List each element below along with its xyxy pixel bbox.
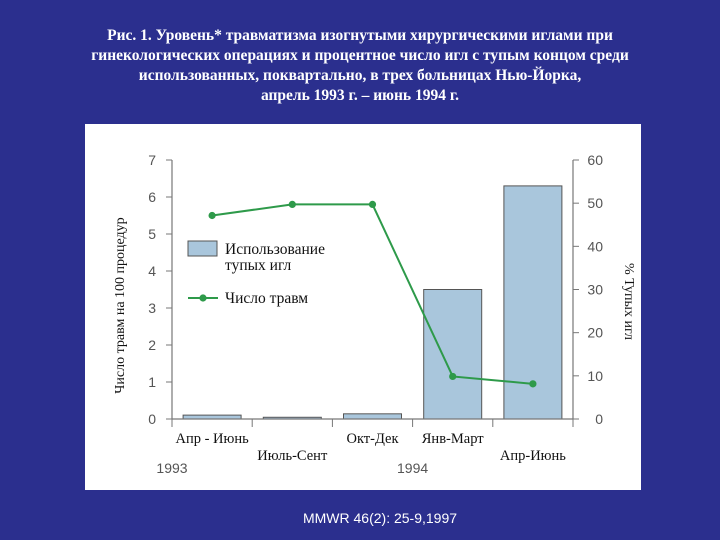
slide-title: Рис. 1. Уровень* травматизма изогнутыми … [20, 26, 700, 106]
title-line: Рис. 1. Уровень* травматизма изогнутыми … [107, 27, 613, 44]
left-tick-label: 6 [148, 189, 156, 205]
title-line: использованных, поквартально, в трех бол… [138, 67, 582, 84]
data-point [208, 211, 216, 220]
legend-bar-label: тупых игл [225, 257, 292, 274]
left-tick-label: 4 [148, 263, 156, 279]
legend-bar-swatch [187, 240, 218, 257]
left-tick-label: 2 [148, 337, 156, 353]
right-tick-label: 20 [587, 325, 603, 341]
category-label: Апр-Июнь [500, 448, 566, 464]
bars-layer [182, 185, 563, 420]
category-label: Апр - Июнь [175, 431, 249, 447]
legend-bar-label: Использование [225, 241, 325, 258]
combo-chart: 0 1 2 3 4 5 6 7 0 10 20 30 40 50 60 Апр - Июнь Июль-Сент… [113, 152, 636, 476]
left-tick-label: 7 [148, 152, 156, 168]
category-label: Окт-Дек [346, 431, 399, 447]
left-tick-label: 5 [148, 226, 156, 242]
chart-panel: 0 1 2 3 4 5 6 7 0 10 20 30 40 50 60 Апр - Июнь Июль-Сент… [85, 124, 641, 490]
title-line: апрель 1993 г. – июнь 1994 г. [260, 87, 460, 104]
left-tick-label: 3 [148, 300, 156, 316]
right-tick-label: 40 [587, 238, 603, 254]
right-tick-label: 60 [587, 152, 603, 168]
axes-layer: 0 1 2 3 4 5 6 7 0 10 20 30 40 50 60 Апр - Июнь Июль-Сент… [113, 152, 636, 476]
right-tick-label: 50 [587, 195, 603, 211]
legend-line-marker [199, 294, 207, 302]
right-tick-label: 10 [587, 368, 603, 384]
bar [423, 289, 483, 420]
y-right-title: % Тупых игл [621, 263, 636, 340]
left-tick-label: 0 [148, 411, 156, 427]
data-point [368, 200, 377, 208]
legend-line-label: Число травм [225, 290, 308, 307]
bar [343, 413, 402, 420]
category-label: Янв-Март [422, 431, 484, 447]
line-layer [208, 200, 537, 388]
data-point [529, 380, 537, 388]
title-line: гинекологических операциях и процентное … [91, 47, 629, 64]
citation: MMWR 46(2): 25-9,1997 [302, 510, 458, 526]
data-point [449, 372, 457, 381]
right-tick-label: 30 [587, 282, 603, 298]
category-label: Июль-Сент [257, 448, 328, 464]
year-label: 1994 [397, 460, 428, 476]
right-tick-label: 0 [595, 411, 603, 427]
data-point [288, 200, 296, 208]
year-label: 1993 [156, 460, 187, 476]
y-left-title: Число травм на 100 процедур [113, 217, 128, 393]
left-tick-label: 1 [148, 374, 156, 390]
